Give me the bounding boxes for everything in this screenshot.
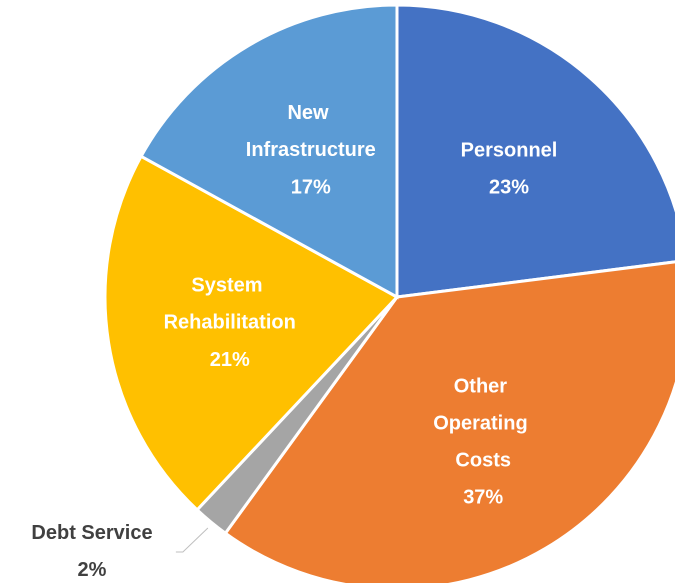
pie-slice xyxy=(395,3,675,299)
slice-label: New Infrastructure xyxy=(246,103,376,162)
label-line: System xyxy=(191,275,268,297)
slice-label: Other Operating Costs xyxy=(433,376,533,472)
label-line: Operating xyxy=(433,413,533,435)
value-label: 37% xyxy=(463,487,503,509)
label-line: Personnel xyxy=(461,140,558,162)
value-label: 21% xyxy=(210,349,250,371)
slice-label: System Rehabilitation xyxy=(164,275,296,334)
slice-label: Personnel xyxy=(461,140,558,162)
pie-slice xyxy=(103,154,400,512)
pie-slice xyxy=(223,260,675,583)
value-label: 23% xyxy=(489,177,529,199)
label-line: Costs xyxy=(455,450,511,472)
label-line: Infrastructure xyxy=(246,140,376,162)
leader-line xyxy=(175,527,209,553)
slice-label: Debt Service xyxy=(31,522,152,544)
value-label: 17% xyxy=(291,177,331,199)
value-label: 2% xyxy=(78,559,107,581)
label-line: Other xyxy=(454,376,513,398)
pie-slice xyxy=(139,3,399,300)
label-line: Rehabilitation xyxy=(164,312,296,334)
label-line: New xyxy=(287,103,334,125)
